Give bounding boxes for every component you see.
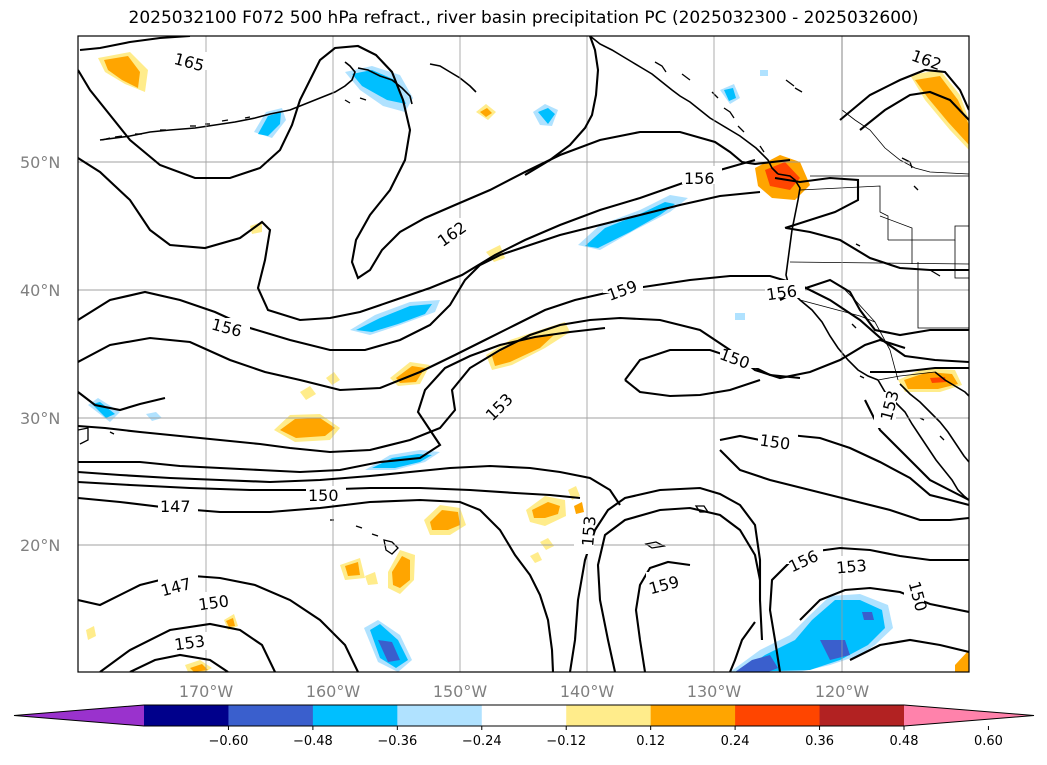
colorbar-tick-label: −0.36 — [377, 734, 417, 749]
lon-label: 120°W — [815, 682, 870, 701]
map-body: 165 162 162 159 156 156 156 153 153 153 … — [78, 36, 969, 672]
colorbar-segment — [312, 705, 398, 726]
lon-label: 130°W — [687, 682, 742, 701]
contour-label: 153 — [578, 515, 600, 547]
colorbar-tick-label: 0.24 — [721, 734, 750, 749]
contour-label: 150 — [717, 345, 752, 373]
colorbar-segment — [650, 705, 736, 726]
political-borders — [789, 36, 969, 381]
lat-label: 40°N — [20, 281, 60, 300]
contour-label: 147 — [160, 497, 191, 516]
colorbar: −0.60 −0.48 −0.36 −0.24 −0.12 0.12 0.24 0.36 0.4… — [13, 704, 1035, 749]
colorbar-tick-label: −0.24 — [462, 734, 502, 749]
lon-label: 170°W — [179, 682, 234, 701]
refractivity-contours — [78, 36, 969, 672]
lat-label: 30°N — [20, 409, 60, 428]
coastlines — [99, 36, 969, 501]
contour-label: 153 — [173, 631, 206, 654]
colorbar-segment — [481, 705, 567, 726]
colorbar-extend-high — [904, 705, 1034, 726]
colorbar-outline — [13, 704, 1035, 727]
colorbar-segment — [566, 705, 652, 726]
contour-labels: 165 162 162 159 156 156 156 153 153 153 … — [158, 46, 948, 654]
lon-label: 160°W — [306, 682, 361, 701]
colorbar-tick-label: −0.48 — [293, 734, 333, 749]
contour-label: 156 — [765, 281, 798, 304]
colorbar-segment — [819, 705, 905, 726]
latitude-labels: 50°N 40°N 30°N 20°N — [20, 153, 60, 555]
colorbar-segment — [228, 705, 314, 726]
colorbar-tick-label: −0.12 — [546, 734, 586, 749]
colorbar-tick-label: 0.36 — [805, 734, 834, 749]
colorbar-segment — [735, 705, 821, 726]
colorbar-tick-label: −0.60 — [209, 734, 249, 749]
lat-label: 20°N — [20, 536, 60, 555]
colorbar-tick-label: 0.12 — [636, 734, 665, 749]
colorbar-segment — [144, 705, 229, 726]
map-frame — [77, 35, 970, 673]
contour-label: 156 — [684, 169, 715, 188]
contour-label: 150 — [308, 486, 339, 505]
contour-label: 150 — [759, 431, 792, 454]
lon-label: 140°W — [560, 682, 615, 701]
colorbar-segment — [397, 705, 483, 726]
lat-label: 50°N — [20, 153, 60, 172]
colorbar-tick-label: 0.48 — [890, 734, 919, 749]
contour-label: 153 — [835, 556, 867, 578]
colorbar-tick-label: 0.60 — [974, 734, 1003, 749]
map-title: 2025032100 F072 500 hPa refract., river … — [128, 8, 919, 28]
colorbar-extend-low — [14, 705, 144, 726]
lon-label: 150°W — [433, 682, 488, 701]
longitude-labels: 170°W 160°W 150°W 140°W 130°W 120°W — [179, 682, 870, 701]
contour-label: 150 — [197, 591, 230, 614]
